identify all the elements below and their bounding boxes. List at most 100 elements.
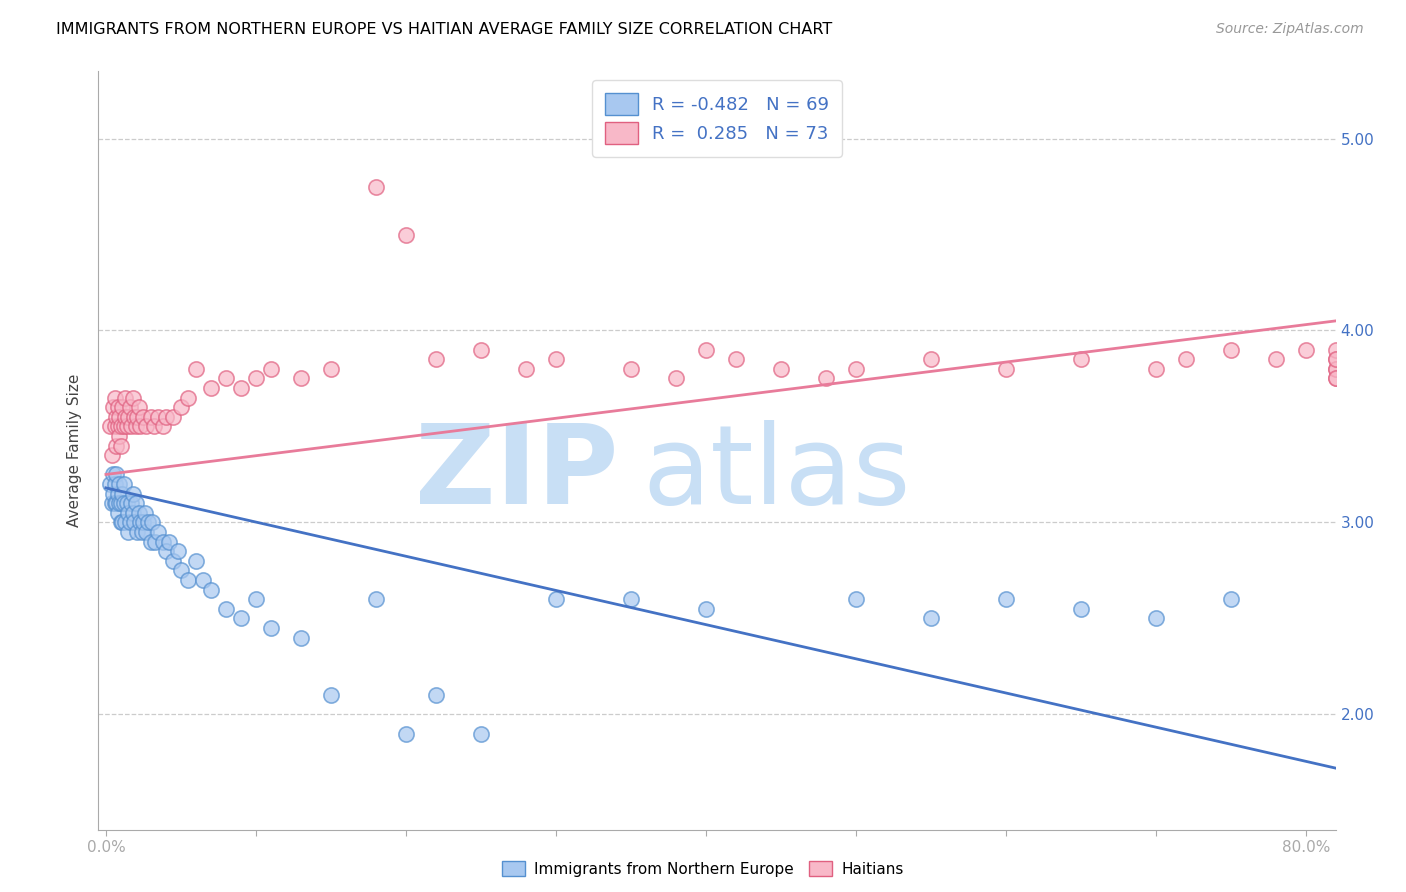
Point bbox=[184, 362, 207, 376]
Point bbox=[620, 592, 643, 607]
Point bbox=[112, 419, 135, 434]
Point bbox=[104, 496, 127, 510]
Point bbox=[110, 496, 132, 510]
Point bbox=[1295, 343, 1317, 357]
Point bbox=[104, 477, 127, 491]
Point bbox=[620, 362, 643, 376]
Point bbox=[112, 477, 135, 491]
Point bbox=[120, 496, 142, 510]
Point bbox=[142, 419, 165, 434]
Point bbox=[200, 582, 222, 597]
Point bbox=[103, 467, 125, 482]
Point bbox=[101, 448, 124, 462]
Point bbox=[1264, 352, 1286, 367]
Point bbox=[107, 419, 129, 434]
Point bbox=[695, 602, 717, 616]
Y-axis label: Average Family Size: Average Family Size bbox=[67, 374, 83, 527]
Point bbox=[155, 409, 177, 424]
Point bbox=[184, 554, 207, 568]
Point bbox=[845, 362, 868, 376]
Point bbox=[107, 486, 129, 500]
Point bbox=[215, 371, 238, 385]
Point bbox=[103, 401, 125, 415]
Point bbox=[105, 467, 128, 482]
Point bbox=[319, 362, 342, 376]
Point bbox=[994, 362, 1017, 376]
Point bbox=[152, 419, 174, 434]
Point bbox=[132, 409, 155, 424]
Point bbox=[994, 592, 1017, 607]
Point bbox=[100, 419, 122, 434]
Point bbox=[515, 362, 537, 376]
Point bbox=[1174, 352, 1197, 367]
Point bbox=[127, 524, 149, 539]
Point bbox=[101, 496, 124, 510]
Point bbox=[229, 611, 252, 625]
Point bbox=[117, 409, 139, 424]
Point bbox=[111, 516, 134, 530]
Point bbox=[193, 573, 215, 587]
Point bbox=[1324, 352, 1347, 367]
Point bbox=[128, 401, 150, 415]
Point bbox=[544, 352, 567, 367]
Point bbox=[162, 409, 184, 424]
Point bbox=[125, 419, 148, 434]
Point bbox=[170, 563, 193, 577]
Point bbox=[364, 179, 387, 194]
Point bbox=[108, 496, 131, 510]
Point bbox=[364, 592, 387, 607]
Point bbox=[319, 688, 342, 702]
Point bbox=[920, 611, 942, 625]
Point bbox=[122, 391, 145, 405]
Point bbox=[425, 688, 447, 702]
Point bbox=[1324, 371, 1347, 385]
Legend: R = -0.482   N = 69, R =  0.285   N = 73: R = -0.482 N = 69, R = 0.285 N = 73 bbox=[592, 80, 842, 157]
Point bbox=[157, 534, 180, 549]
Text: Source: ZipAtlas.com: Source: ZipAtlas.com bbox=[1216, 22, 1364, 37]
Point bbox=[229, 381, 252, 395]
Point bbox=[108, 429, 131, 443]
Point bbox=[124, 409, 146, 424]
Point bbox=[148, 524, 170, 539]
Point bbox=[107, 506, 129, 520]
Point bbox=[395, 227, 418, 242]
Point bbox=[118, 516, 141, 530]
Point bbox=[110, 419, 132, 434]
Point bbox=[125, 496, 148, 510]
Point bbox=[110, 439, 132, 453]
Point bbox=[470, 343, 492, 357]
Point bbox=[134, 506, 156, 520]
Point bbox=[155, 544, 177, 558]
Point bbox=[118, 401, 141, 415]
Point bbox=[128, 506, 150, 520]
Point bbox=[177, 573, 200, 587]
Point bbox=[132, 516, 155, 530]
Point bbox=[1324, 352, 1347, 367]
Point bbox=[129, 516, 152, 530]
Point bbox=[108, 409, 131, 424]
Point bbox=[1144, 362, 1167, 376]
Point bbox=[111, 486, 134, 500]
Point bbox=[111, 401, 134, 415]
Point bbox=[215, 602, 238, 616]
Point bbox=[1219, 343, 1241, 357]
Point bbox=[162, 554, 184, 568]
Point bbox=[200, 381, 222, 395]
Point bbox=[814, 371, 837, 385]
Point bbox=[695, 343, 717, 357]
Point bbox=[145, 534, 167, 549]
Point bbox=[136, 516, 159, 530]
Point bbox=[107, 401, 129, 415]
Point bbox=[1070, 602, 1092, 616]
Point bbox=[104, 419, 127, 434]
Legend: Immigrants from Northern Europe, Haitians: Immigrants from Northern Europe, Haitian… bbox=[495, 853, 911, 884]
Point bbox=[110, 516, 132, 530]
Point bbox=[131, 524, 153, 539]
Point bbox=[290, 631, 312, 645]
Point bbox=[129, 419, 152, 434]
Point bbox=[260, 362, 283, 376]
Point bbox=[1324, 371, 1347, 385]
Point bbox=[920, 352, 942, 367]
Point bbox=[139, 409, 162, 424]
Point bbox=[124, 516, 146, 530]
